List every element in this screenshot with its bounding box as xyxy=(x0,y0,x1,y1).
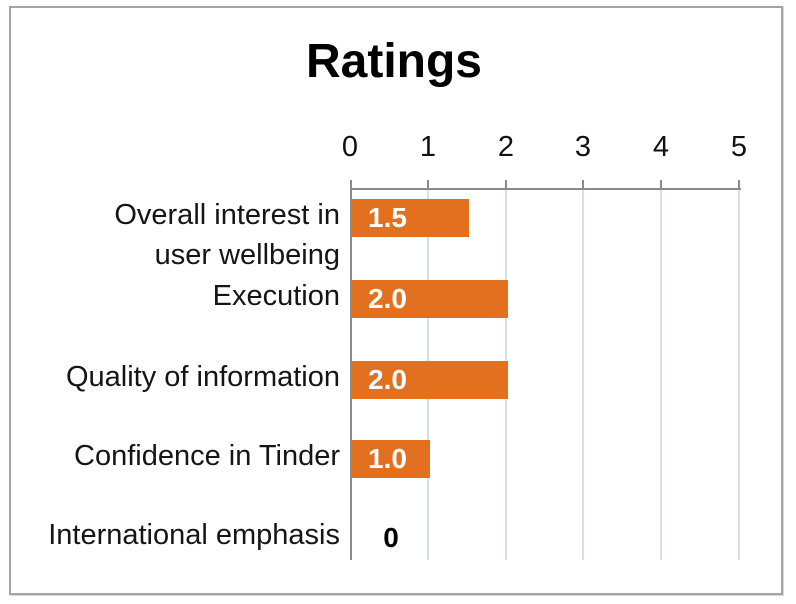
category-label: International emphasis xyxy=(48,519,340,551)
x-axis-tick-label: 1 xyxy=(419,131,437,163)
bar: 1.5 xyxy=(352,199,469,237)
x-axis-tick-mark xyxy=(350,180,352,188)
x-axis-tick-mark xyxy=(427,180,429,188)
bar-value-label: 2.0 xyxy=(368,283,407,314)
x-axis-tick-mark xyxy=(505,180,507,188)
category-label: Quality of information xyxy=(65,361,340,393)
x-axis-tick-label: 0 xyxy=(341,131,359,163)
category-label: Confidence in Tinder xyxy=(74,440,340,472)
x-axis-tick-mark xyxy=(738,180,740,188)
bar-value-label: 1.0 xyxy=(368,443,407,474)
x-axis-line xyxy=(350,188,741,190)
x-axis-tick-label: 2 xyxy=(497,131,515,163)
y-axis-line xyxy=(350,188,352,560)
bar: 2.0 xyxy=(352,361,508,399)
category-label: Execution xyxy=(212,280,340,312)
x-axis-tick-label: 4 xyxy=(652,131,670,163)
bar-value-label: 1.5 xyxy=(368,202,407,233)
x-axis-tick-mark xyxy=(582,180,584,188)
x-axis-tick-label: 5 xyxy=(730,131,748,163)
bar-value-label: 2.0 xyxy=(368,364,407,395)
chart-title: Ratings xyxy=(305,35,482,88)
gridline xyxy=(738,190,740,560)
category-label: Overall interest in user wellbeing xyxy=(114,199,340,271)
bar: 2.0 xyxy=(352,280,508,318)
gridline xyxy=(660,190,662,560)
bar: 1.0 xyxy=(352,440,430,478)
zero-value-label: 0 xyxy=(383,522,399,553)
gridline xyxy=(582,190,584,560)
x-axis-tick-mark xyxy=(660,180,662,188)
x-axis-tick-label: 3 xyxy=(574,131,592,163)
